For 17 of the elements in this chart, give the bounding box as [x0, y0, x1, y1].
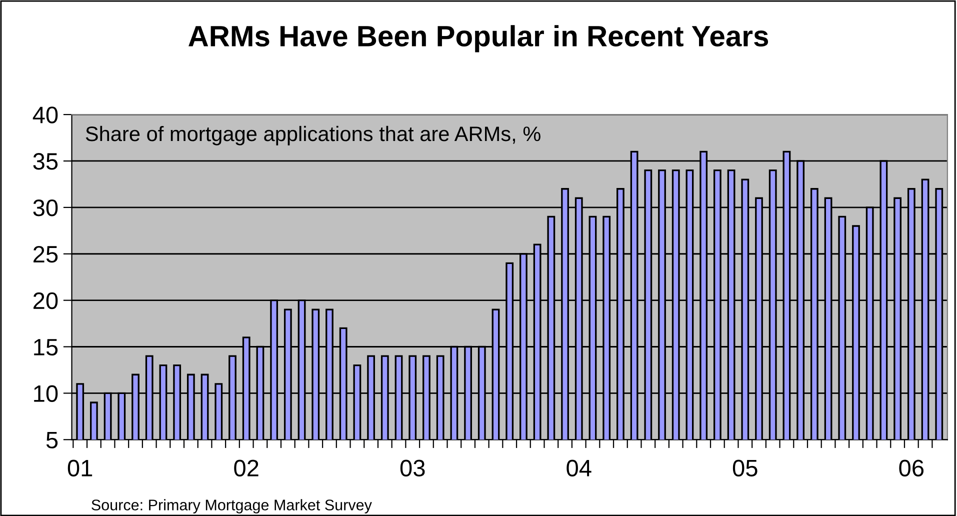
y-tick-label: 35 — [33, 153, 58, 170]
text: Share of mortgage applications that are ARMs, % — [86, 126, 540, 146]
chart-title: ARMs Have Been Popular in Recent Years — [188, 25, 768, 52]
y-tick-label: 20 — [34, 292, 58, 310]
x-tick-label: 02 — [234, 460, 258, 476]
y-tick-label: 10 — [34, 385, 58, 402]
y-tick-label: 15 — [34, 339, 58, 356]
y-tick-label: 40 — [32, 106, 58, 124]
x-tick-label: 05 — [732, 460, 758, 476]
x-tick-label: 04 — [566, 460, 592, 476]
y-tick-label: 25 — [34, 246, 58, 263]
source-note: Source: Primary Mortgage Market Survey — [92, 499, 372, 514]
y-tick-label: 5 — [46, 432, 58, 448]
x-tick-label: 06 — [899, 460, 924, 476]
x-tick-label: 03 — [400, 460, 425, 476]
x-tick-label: 01 — [68, 460, 92, 476]
y-tick-label: 30 — [33, 200, 58, 216]
